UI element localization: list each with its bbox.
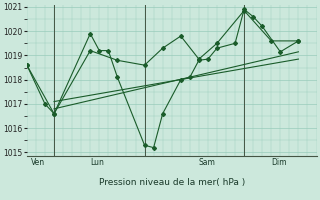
Text: Sam: Sam [199,158,216,167]
Text: Dim: Dim [271,158,287,167]
Text: Lun: Lun [90,158,104,167]
X-axis label: Pression niveau de la mer( hPa ): Pression niveau de la mer( hPa ) [99,178,245,187]
Text: Ven: Ven [31,158,45,167]
